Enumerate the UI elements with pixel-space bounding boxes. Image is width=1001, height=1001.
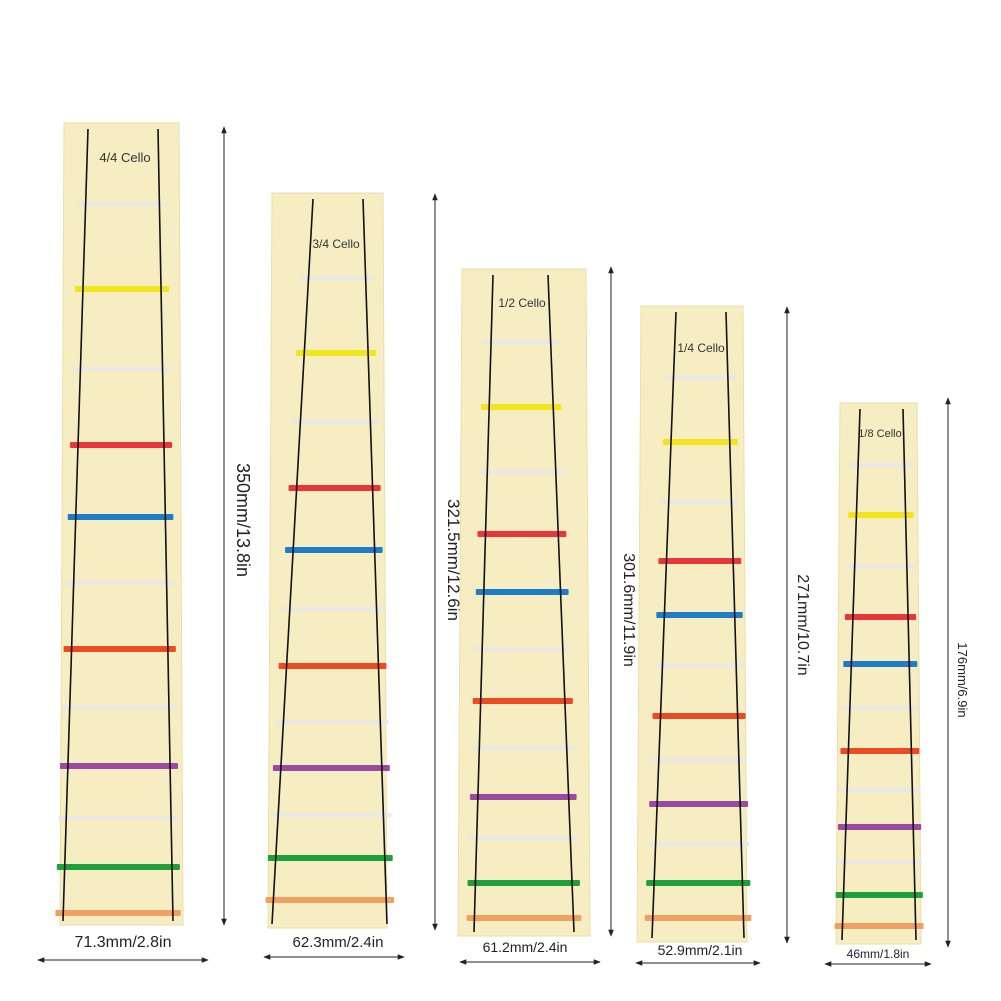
finger-position-tape [834,923,924,929]
finger-position-tape [665,376,737,380]
left-string-line [473,274,494,933]
right-string-line [725,311,745,939]
finger-position-tape [652,713,746,719]
finger-position-tape [281,607,385,611]
left-string-line [651,311,677,939]
sticker-size-label: 1/8 Cello [858,428,901,440]
right-string-line [362,198,388,925]
length-dimension-label: 301.6mm/11.9in [620,553,637,667]
fingerboard-sticker [267,192,388,929]
finger-position-tape [656,612,743,618]
finger-position-tape [844,614,917,620]
finger-position-tape [472,698,573,704]
finger-position-tape [74,286,170,292]
length-dimension-label: 176mm/6.9in [955,642,970,717]
finger-position-tape [650,758,747,762]
finger-position-tape [270,813,392,817]
finger-position-tape [467,880,580,886]
finger-position-tape [849,463,913,467]
finger-position-tape [63,646,176,652]
finger-position-tape [55,910,181,916]
finger-position-tape [481,404,562,410]
finger-position-tape [839,788,921,792]
right-string-line [547,274,575,933]
finger-position-tape [61,705,177,709]
finger-position-tape [285,547,383,553]
left-string-line [62,128,89,922]
sticker-size-label: 1/4 Cello [677,341,725,355]
finger-position-tape [646,880,751,886]
finger-position-tape [466,915,582,921]
finger-position-tape [649,801,749,807]
fingerboard-sticker [59,122,184,926]
finger-position-tape [644,915,752,921]
finger-position-tape [475,589,569,595]
finger-position-tape [468,836,579,840]
finger-position-tape [471,746,575,750]
left-string-line [271,198,314,925]
width-dimension-label: 61.2mm/2.4in [483,939,568,955]
finger-position-tape [848,512,914,518]
finger-position-tape [265,897,395,903]
finger-position-tape [58,816,179,820]
finger-position-tape [469,794,577,800]
sticker-size-label: 3/4 Cello [312,237,360,251]
finger-position-tape [69,442,173,448]
width-dimension-label: 46mm/1.8in [847,947,910,961]
finger-position-tape [272,765,390,771]
length-dimension-label: 321.5mm/12.6in [444,499,463,621]
finger-position-tape [77,202,168,206]
finger-position-tape [647,842,750,846]
finger-position-tape [660,500,740,504]
finger-position-tape [658,558,742,564]
finger-position-tape [300,276,374,280]
finger-position-tape [474,647,571,651]
finger-position-tape [267,855,393,861]
finger-position-tape [840,748,920,754]
finger-position-tape [841,706,919,710]
width-dimension-label: 52.9mm/2.1in [658,942,743,958]
finger-position-tape [56,864,180,870]
finger-position-tape [292,420,379,424]
finger-position-tape [654,663,745,667]
width-dimension-label: 71.3mm/2.8in [75,934,172,951]
finger-position-tape [477,531,567,537]
finger-position-tape [482,340,559,344]
finger-position-tape [843,661,918,667]
finger-position-tape [296,350,377,356]
finger-position-tape [288,485,381,491]
finger-position-tape [837,824,922,830]
finger-position-tape [836,860,923,864]
sticker-size-label: 4/4 Cello [99,150,150,165]
finger-position-tape [662,439,738,445]
sticker-size-label: 1/2 Cello [498,296,546,310]
finger-position-tape [59,763,179,769]
finger-position-tape [275,720,389,724]
finger-position-tape [278,663,387,669]
fingerboard-sticker [457,268,591,937]
finger-position-tape [835,892,923,898]
right-string-line [157,128,174,922]
finger-position-tape [479,470,564,474]
fingerboard-sticker [636,305,748,943]
width-dimension-label: 62.3mm/2.4in [293,934,384,951]
length-dimension-label: 350mm/13.8in [233,463,253,577]
finger-position-tape [67,514,174,520]
finger-position-tape [846,565,915,569]
finger-position-tape [72,367,171,371]
fingerboard-sticker [835,402,922,945]
left-string-line [841,408,861,941]
length-dimension-label: 271mm/10.7in [794,574,811,675]
right-string-line [902,408,917,941]
finger-position-tape [65,581,175,585]
